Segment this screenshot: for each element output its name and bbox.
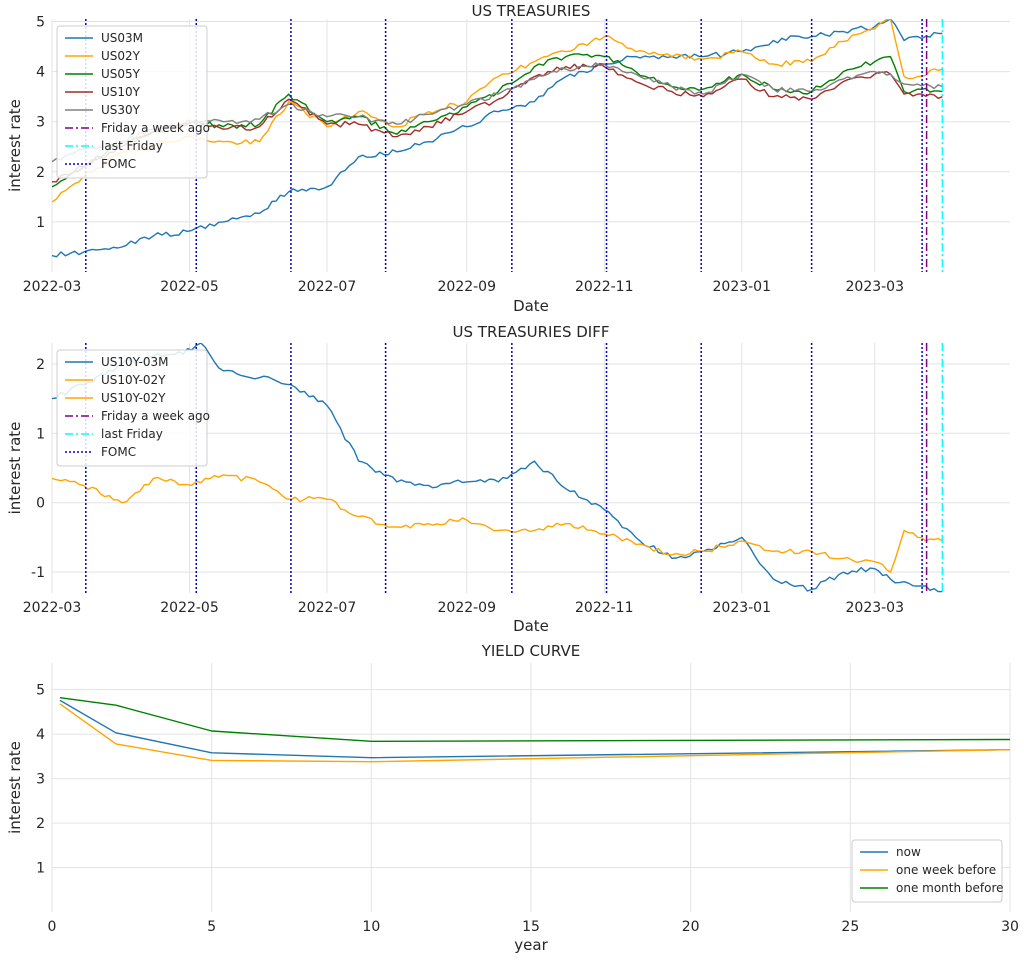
legend-label: US30Y xyxy=(101,103,141,117)
x-tick-label: 2022-05 xyxy=(160,600,219,616)
legend-label: FOMC xyxy=(101,157,136,171)
x-tick-label: 2023-01 xyxy=(713,279,772,295)
legend-label: US10Y xyxy=(101,85,141,99)
plot-area xyxy=(52,19,1010,272)
series-line-us10y-02y xyxy=(52,474,943,573)
legend-label: US03M xyxy=(101,31,143,45)
y-tick-label: 0 xyxy=(36,496,45,512)
y-tick-label: 5 xyxy=(36,15,45,31)
x-tick-label: 2022-11 xyxy=(575,600,634,616)
series-line-one-month-before xyxy=(59,697,1010,742)
series-line-us10y-03m xyxy=(52,343,943,593)
legend-label: one month before xyxy=(896,881,1004,895)
legend: now one week before one month before xyxy=(851,839,1004,903)
x-tick-label: 2022-03 xyxy=(23,600,82,616)
x-axis-label: Date xyxy=(513,297,549,315)
chart-title: YIELD CURVE xyxy=(481,642,581,660)
y-tick-label: 1 xyxy=(36,215,45,231)
x-tick-label: 2022-03 xyxy=(23,279,82,295)
y-axis-label: interest rate xyxy=(6,99,24,192)
x-tick-label: 2022-07 xyxy=(298,279,357,295)
y-tick-label: 2 xyxy=(36,357,45,373)
y-axis-label: interest rate xyxy=(6,741,24,834)
chart-us-treasuries-diff: 2022-03 2022-05 2022-07 2022-09 2022-11 2023-… xyxy=(6,323,1010,635)
y-tick-label: 3 xyxy=(36,115,45,131)
legend-label: US05Y xyxy=(101,67,141,81)
y-tick-label: 2 xyxy=(36,165,45,181)
x-tick-label: 2022-11 xyxy=(575,279,634,295)
x-tick-label: 25 xyxy=(841,919,859,935)
x-tick-label: 10 xyxy=(362,919,380,935)
legend-label: FOMC xyxy=(101,445,136,459)
y-tick-label: 4 xyxy=(36,727,45,743)
x-tick-label: 0 xyxy=(48,919,57,935)
y-tick-label: 1 xyxy=(36,861,45,877)
legend-label: last Friday xyxy=(101,139,163,153)
y-tick-label: 2 xyxy=(36,816,45,832)
y-axis-label: interest rate xyxy=(6,422,24,515)
plot-lines xyxy=(59,697,1010,763)
legend-label: now xyxy=(896,845,921,859)
legend-label: Friday a week ago xyxy=(101,121,210,135)
legend-label: US10Y-03M xyxy=(101,355,169,369)
series-line-one-week-before xyxy=(59,703,1010,763)
legend-box xyxy=(56,349,208,467)
series-line-us03m xyxy=(52,19,943,258)
legend-box xyxy=(56,25,208,179)
x-tick-label: 2023-03 xyxy=(846,279,905,295)
x-tick-label: 2022-07 xyxy=(298,600,357,616)
y-tick-label: 1 xyxy=(36,426,45,442)
x-tick-label: 30 xyxy=(1001,919,1019,935)
x-tick-label: 2022-05 xyxy=(160,279,219,295)
x-axis-label: Date xyxy=(513,617,549,635)
x-tick-label: 5 xyxy=(207,919,216,935)
y-tick-label: 3 xyxy=(36,772,45,788)
x-tick-label: 15 xyxy=(522,919,540,935)
series-line-now xyxy=(59,699,1010,759)
legend: US03M US02Y US05Y US10Y US30Y Friday a week a… xyxy=(56,25,210,179)
x-tick-label: 2023-01 xyxy=(713,600,772,616)
x-tick-label: 2022-09 xyxy=(438,279,497,295)
chart-yield-curve: 0 5 10 15 20 25 30 1 2 3 4 5 YIELD CURVE year interest… xyxy=(6,642,1019,954)
legend-box xyxy=(851,839,1003,903)
plot-lines xyxy=(52,343,944,593)
legend-label: last Friday xyxy=(101,427,163,441)
legend: US10Y-03M US10Y-02Y US10Y-02Y Friday a week… xyxy=(56,349,210,467)
x-tick-label: 2023-03 xyxy=(846,600,905,616)
legend-label: one week before xyxy=(896,863,996,877)
legend-label: US10Y-02Y xyxy=(101,391,166,405)
legend-label: US10Y-02Y xyxy=(101,373,166,387)
y-tick-label: 5 xyxy=(36,683,45,699)
chart-title: US TREASURIES xyxy=(472,2,591,20)
plot-area xyxy=(52,343,1010,593)
x-axis-label: year xyxy=(514,936,548,954)
y-tick-label: -1 xyxy=(31,565,45,581)
y-tick-label: 4 xyxy=(36,65,45,81)
legend-label: Friday a week ago xyxy=(101,409,210,423)
x-tick-label: 2022-09 xyxy=(438,600,497,616)
x-tick-label: 20 xyxy=(682,919,700,935)
legend-label: US02Y xyxy=(101,49,141,63)
chart-us-treasuries: 2022-03 2022-05 2022-07 2022-09 2022-11 2023-… xyxy=(6,2,1010,315)
chart-title: US TREASURIES DIFF xyxy=(453,323,610,341)
